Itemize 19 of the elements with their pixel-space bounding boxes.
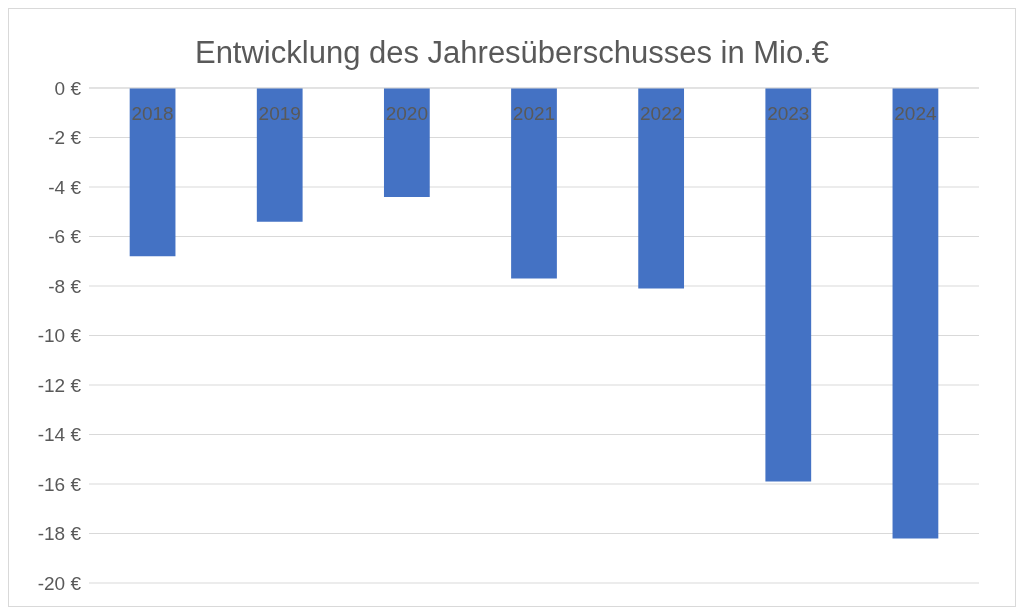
x-tick-label: 2020 [385, 103, 428, 124]
y-tick-label: 0 € [54, 77, 82, 99]
y-tick-label: -18 € [37, 523, 82, 545]
y-tick-label: -14 € [37, 424, 82, 446]
x-tick-label: 2024 [894, 103, 937, 124]
y-tick-label: -6 € [48, 226, 82, 248]
y-tick-label: -8 € [48, 275, 82, 297]
y-tick-label: -20 € [37, 572, 82, 594]
y-tick-label: -2 € [48, 127, 82, 149]
x-tick-label: 2019 [258, 103, 301, 124]
x-tick-label: 2021 [512, 103, 556, 124]
y-tick-label: -4 € [48, 176, 82, 198]
x-tick-label: 2023 [767, 103, 810, 124]
x-tick-label: 2022 [640, 103, 683, 124]
x-tick-label: 2018 [131, 103, 174, 124]
y-tick-label: -10 € [37, 325, 82, 347]
y-tick-label: -16 € [37, 473, 82, 495]
y-tick-label: -12 € [37, 374, 82, 396]
chart-title: Entwicklung des Jahresüberschusses in Mio.€ [193, 35, 831, 72]
